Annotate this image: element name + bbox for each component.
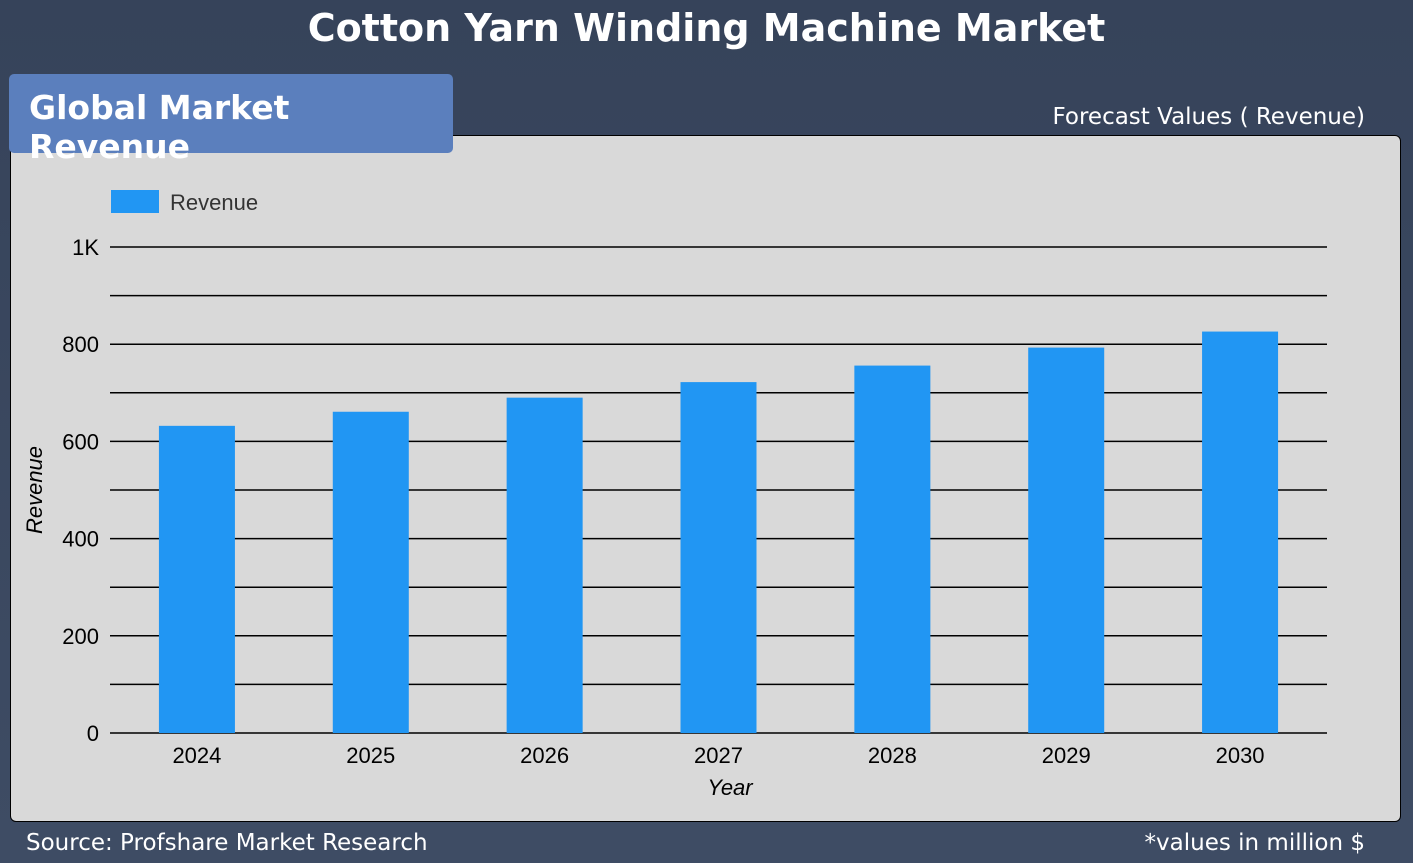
bars: [158, 331, 1279, 733]
x-tick-label: 2028: [868, 743, 917, 768]
x-tick-label: 2024: [172, 743, 221, 768]
legend-label: Revenue: [170, 190, 258, 215]
x-tick-label: 2030: [1216, 743, 1265, 768]
bar-2029: [1028, 347, 1105, 733]
bar-2027: [680, 382, 757, 733]
y-axis-title: Revenue: [22, 446, 47, 534]
axis-ticks: 0 200 400 600 800 1K 2024 2025 2026 2027 2028 2029 2…: [62, 235, 1264, 768]
y-tick-label: 200: [62, 624, 99, 649]
y-tick-label: 800: [62, 332, 99, 357]
x-axis-title: Year: [707, 775, 754, 800]
bar-2025: [332, 411, 409, 733]
y-tick-label: 400: [62, 527, 99, 552]
y-tick-label: 1K: [72, 235, 99, 260]
x-tick-label: 2029: [1042, 743, 1091, 768]
bar-2026: [506, 397, 583, 733]
bar-2030: [1202, 331, 1279, 733]
section-tag: Global Market Revenue: [9, 74, 453, 166]
x-tick-label: 2026: [520, 743, 569, 768]
page-title: Cotton Yarn Winding Machine Market: [307, 6, 1106, 50]
legend: Revenue: [111, 190, 258, 215]
source-note: Source: Profshare Market Research: [26, 830, 428, 856]
x-tick-label: 2027: [694, 743, 743, 768]
x-tick-label: 2025: [346, 743, 395, 768]
bar-2024: [158, 425, 235, 733]
bar-2028: [854, 365, 931, 733]
legend-swatch: [111, 190, 159, 213]
forecast-label: Forecast Values ( Revenue): [1052, 104, 1365, 130]
y-tick-label: 0: [87, 721, 99, 746]
y-tick-label: 600: [62, 429, 99, 454]
unit-note: *values in million $: [1144, 830, 1365, 856]
